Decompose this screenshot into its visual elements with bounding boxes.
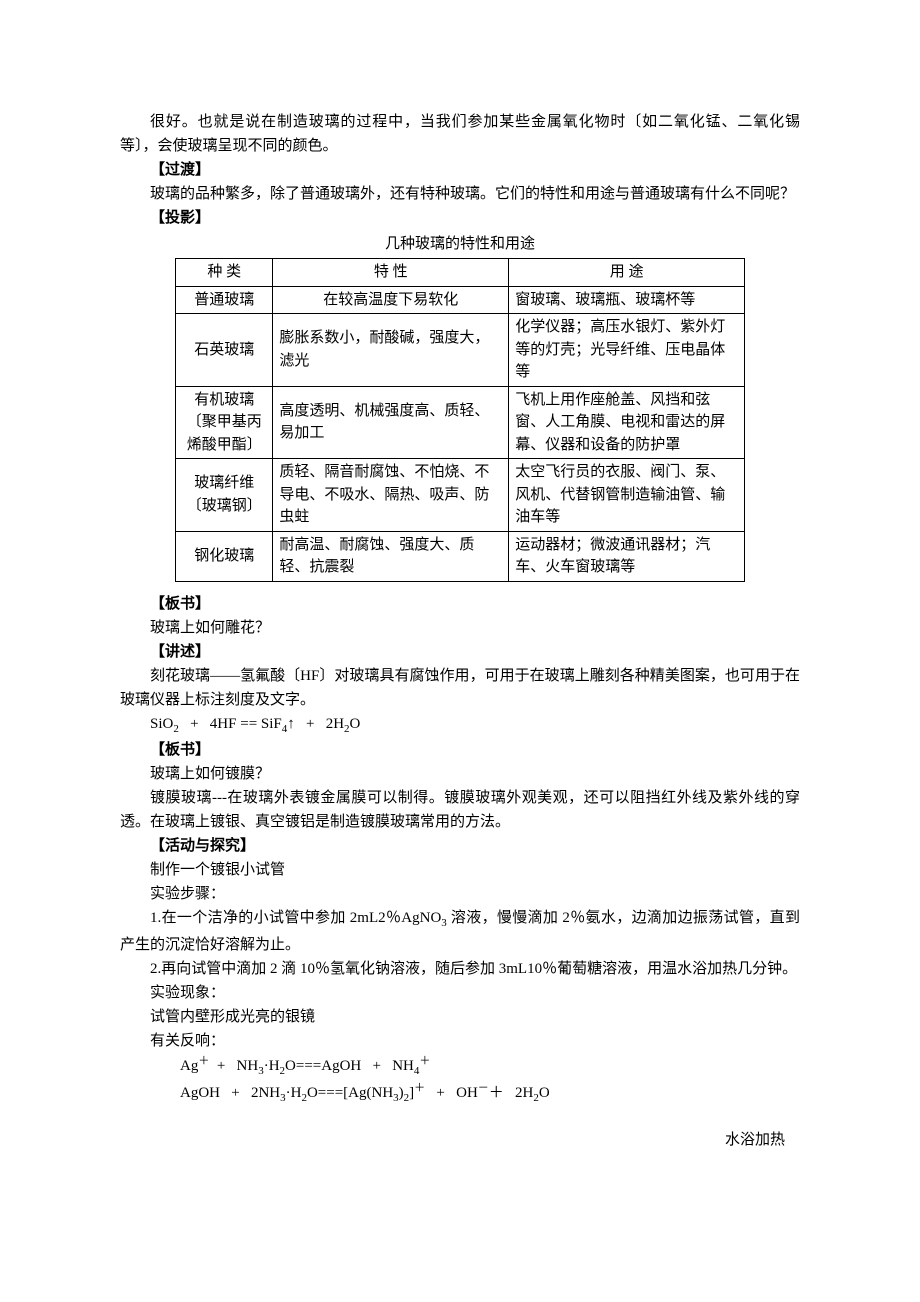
reaction-label: 有关反响： (120, 1029, 800, 1053)
cell-type: 普通玻璃 (176, 286, 273, 314)
table-row: 钢化玻璃 耐高温、耐腐蚀、强度大、质轻、抗震裂 运动器材；微波通讯器材；汽车、火… (176, 531, 745, 581)
step-1: 1.在一个洁净的小试管中参加 2mL2％AgNO3 溶液，慢慢滴加 2％氨水，边… (120, 906, 800, 957)
cell-type: 石英玻璃 (176, 314, 273, 387)
heading-lecture: 【讲述】 (120, 640, 800, 664)
right-note: 水浴加热 (120, 1128, 800, 1152)
cell-prop: 耐高温、耐腐蚀、强度大、质轻、抗震裂 (273, 531, 509, 581)
equation-r2: AgOH + 2NH3·H2O===[Ag(NH3)2]＋ + OH－＋ 2H2… (120, 1080, 800, 1108)
heading-project: 【投影】 (120, 206, 800, 230)
cell-use: 化学仪器；高压水银灯、紫外灯等的灯壳；光导纤维、压电晶体等 (509, 314, 745, 387)
coating-text: 镀膜玻璃---在玻璃外表镀金属膜可以制得。镀膜玻璃外观美观，还可以阻挡红外线及紫… (120, 786, 800, 834)
heading-board2: 【板书】 (120, 738, 800, 762)
table-title: 几种玻璃的特性和用途 (120, 232, 800, 256)
heading-transition: 【过渡】 (120, 158, 800, 182)
th-type: 种 类 (176, 259, 273, 287)
phenomenon-text: 试管内壁形成光亮的银镜 (120, 1005, 800, 1029)
cell-use: 太空飞行员的衣服、阀门、泵、风机、代替钢管制造输油管、输油车等 (509, 459, 745, 532)
page: 很好。也就是说在制造玻璃的过程中，当我们参加某些金属氧化物时〔如二氧化锰、二氧化… (0, 0, 920, 1232)
heading-activity: 【活动与探究】 (120, 834, 800, 858)
th-use: 用 途 (509, 259, 745, 287)
cell-use: 飞机上用作座舱盖、风挡和弦窗、人工角膜、电视和雷达的屏幕、仪器和设备的防护罩 (509, 386, 745, 459)
cell-prop: 膨胀系数小，耐酸碱，强度大，滤光 (273, 314, 509, 387)
th-prop: 特 性 (273, 259, 509, 287)
cell-type: 有机玻璃〔聚甲基丙烯酸甲酯〕 (176, 386, 273, 459)
intro-tail: 很好。也就是说在制造玻璃的过程中，当我们参加某些金属氧化物时〔如二氧化锰、二氧化… (120, 110, 800, 158)
phenomenon-label: 实验现象： (120, 981, 800, 1005)
activity-title: 制作一个镀银小试管 (120, 858, 800, 882)
equation-hf: SiO2 + 4HF == SiF4↑ + 2H2O (120, 712, 800, 739)
cell-prop: 在较高温度下易软化 (273, 286, 509, 314)
board1-question: 玻璃上如何雕花？ (120, 616, 800, 640)
table-row: 玻璃纤维〔玻璃钢〕 质轻、隔音耐腐蚀、不怕烧、不导电、不吸水、隔热、吸声、防虫蛀… (176, 459, 745, 532)
board2-question: 玻璃上如何镀膜？ (120, 762, 800, 786)
heading-board1: 【板书】 (120, 592, 800, 616)
table-header-row: 种 类 特 性 用 途 (176, 259, 745, 287)
table-row: 普通玻璃 在较高温度下易软化 窗玻璃、玻璃瓶、玻璃杯等 (176, 286, 745, 314)
equation-r1: Ag＋ + NH3·H2O===AgOH + NH4＋ (120, 1053, 800, 1081)
table-row: 石英玻璃 膨胀系数小，耐酸碱，强度大，滤光 化学仪器；高压水银灯、紫外灯等的灯壳… (176, 314, 745, 387)
cell-prop: 质轻、隔音耐腐蚀、不怕烧、不导电、不吸水、隔热、吸声、防虫蛀 (273, 459, 509, 532)
step-2: 2.再向试管中滴加 2 滴 10％氢氧化钠溶液，随后参加 3mL10％葡萄糖溶液… (120, 957, 800, 981)
cell-prop: 高度透明、机械强度高、质轻、易加工 (273, 386, 509, 459)
glass-table: 种 类 特 性 用 途 普通玻璃 在较高温度下易软化 窗玻璃、玻璃瓶、玻璃杯等 … (175, 258, 745, 582)
cell-use: 窗玻璃、玻璃瓶、玻璃杯等 (509, 286, 745, 314)
cell-use: 运动器材；微波通讯器材；汽车、火车窗玻璃等 (509, 531, 745, 581)
transition-text: 玻璃的品种繁多，除了普通玻璃外，还有特种玻璃。它们的特性和用途与普通玻璃有什么不… (120, 182, 800, 206)
cell-type: 钢化玻璃 (176, 531, 273, 581)
table-row: 有机玻璃〔聚甲基丙烯酸甲酯〕 高度透明、机械强度高、质轻、易加工 飞机上用作座舱… (176, 386, 745, 459)
steps-label: 实验步骤： (120, 882, 800, 906)
cell-type: 玻璃纤维〔玻璃钢〕 (176, 459, 273, 532)
lecture-text: 刻花玻璃——氢氟酸〔HF〕对玻璃具有腐蚀作用，可用于在玻璃上雕刻各种精美图案，也… (120, 664, 800, 712)
